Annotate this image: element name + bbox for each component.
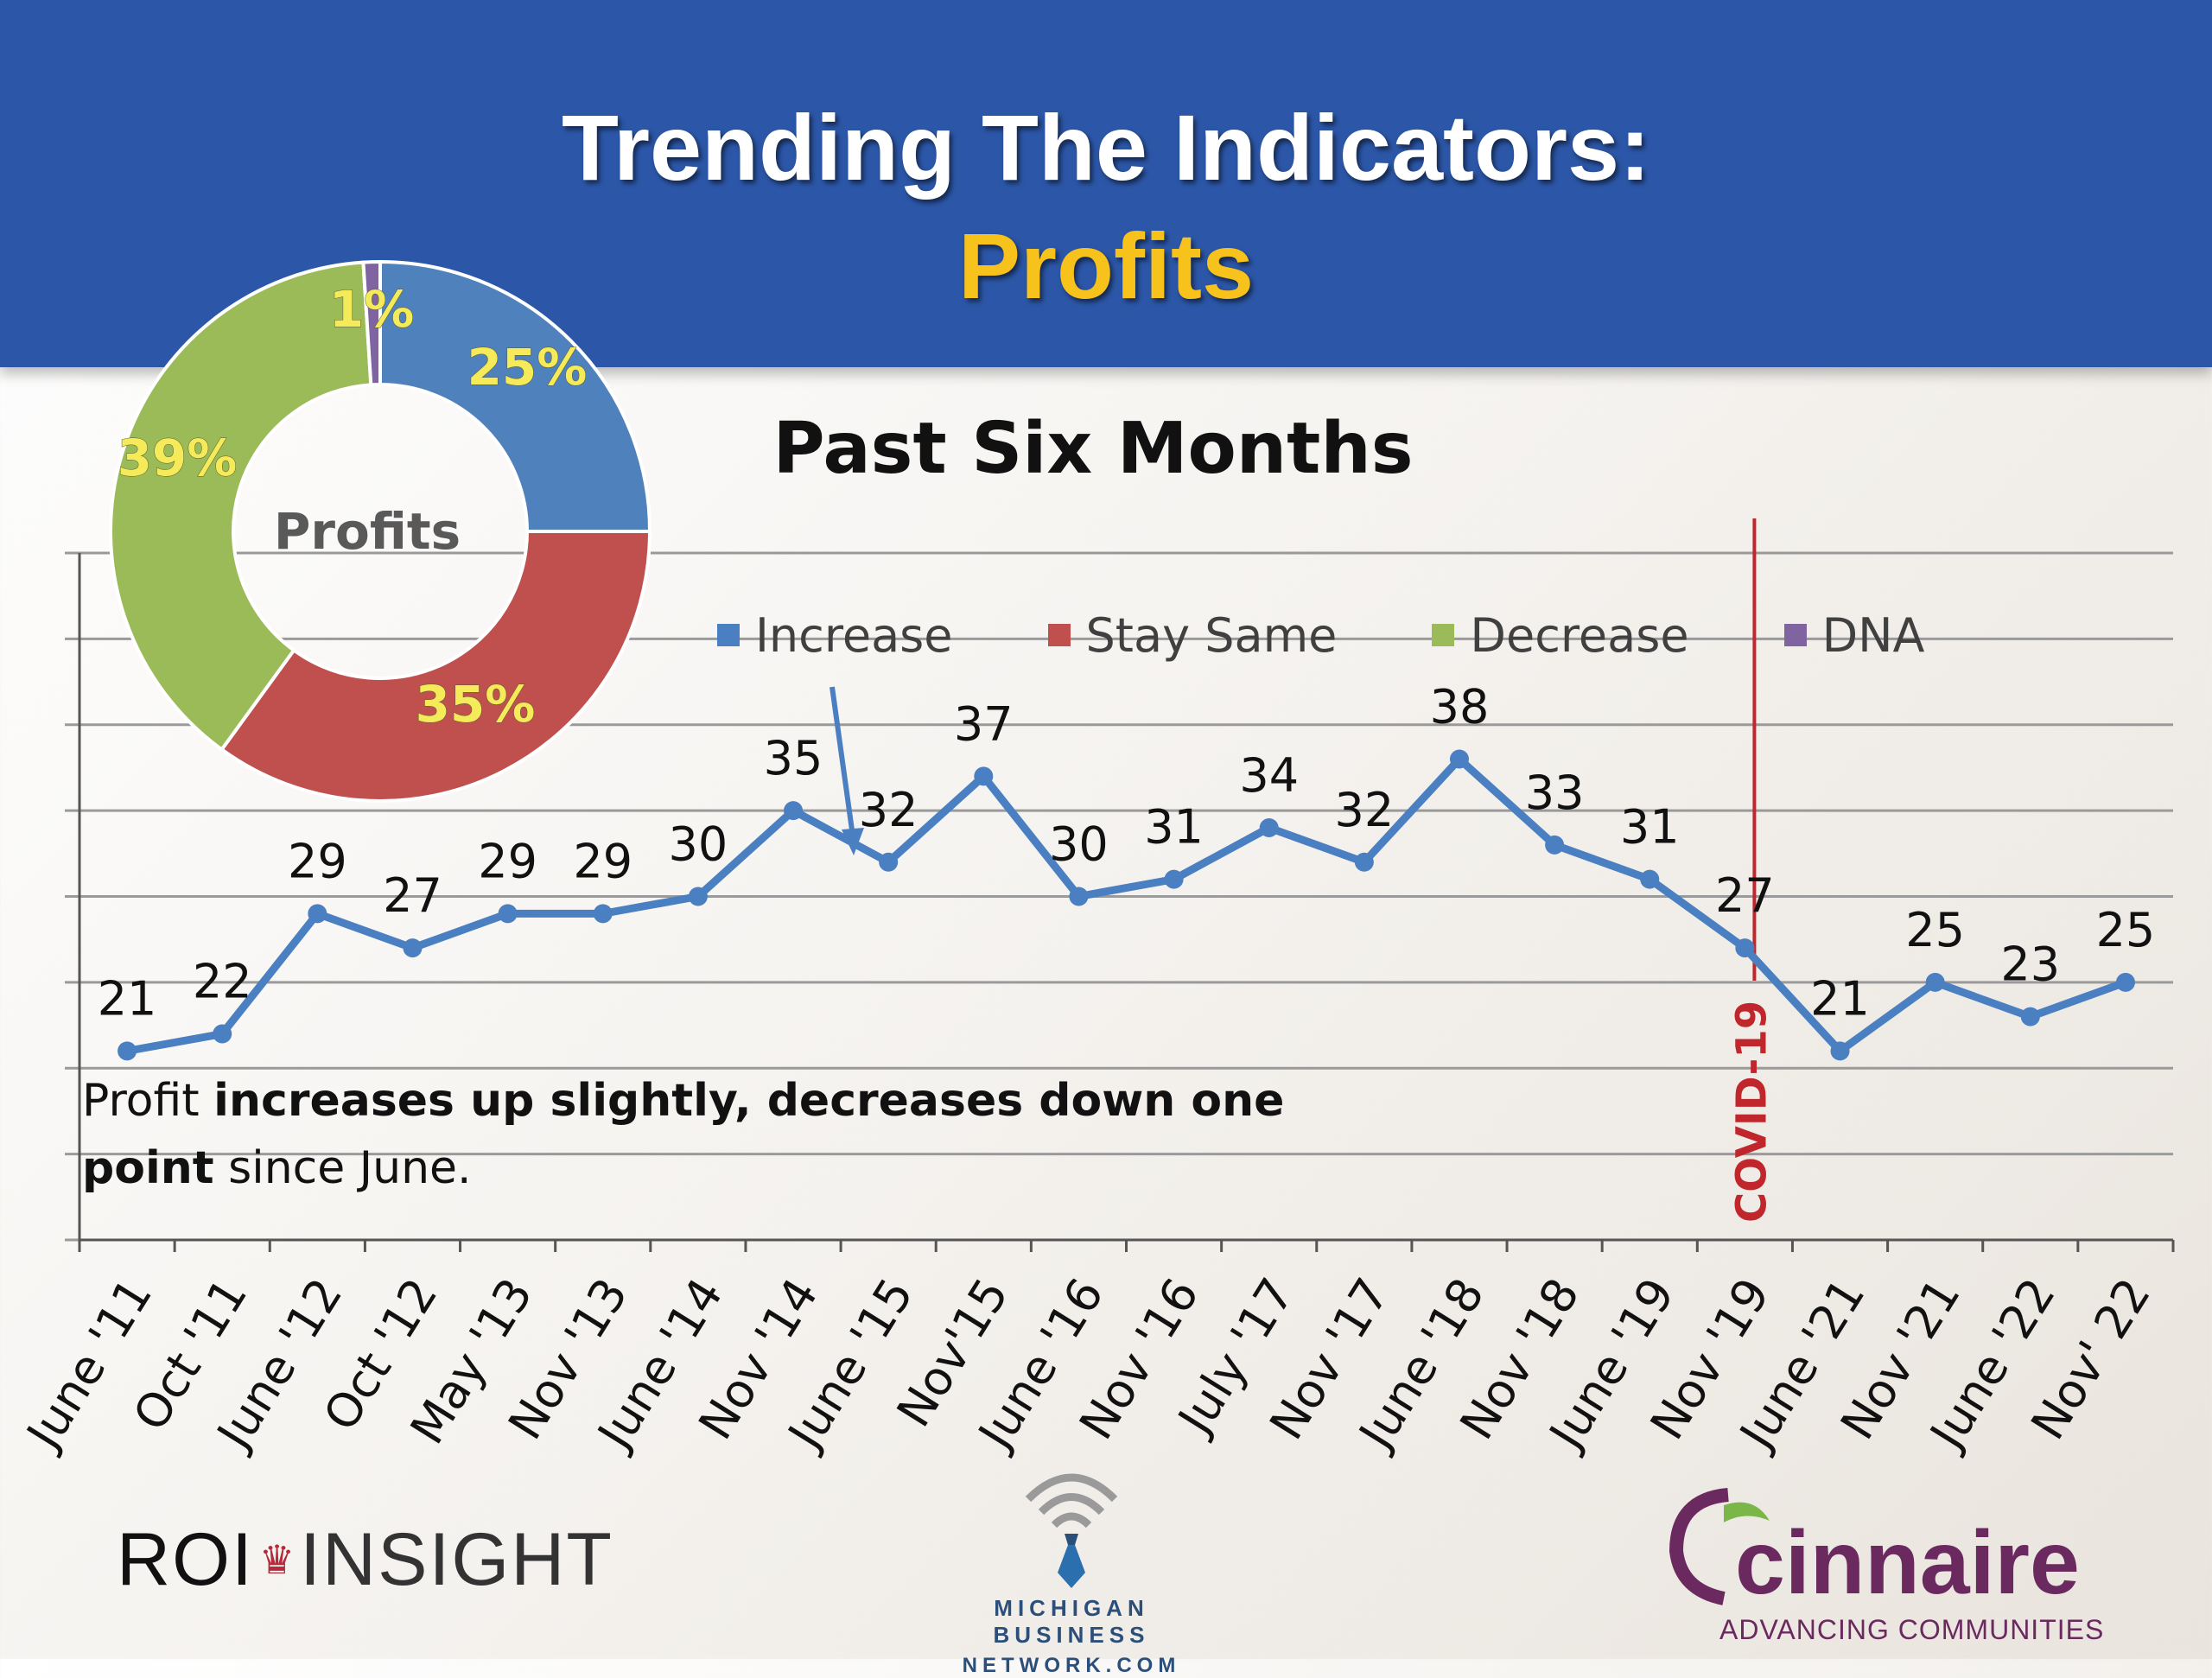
chart-axes: [78, 553, 2175, 1252]
data-point: [2115, 972, 2135, 992]
legend-swatch-increase: [717, 624, 740, 646]
page-title: Trending The Indicators:: [561, 95, 1651, 200]
data-point: [1925, 972, 1945, 992]
caption-part-2: increases up slightly, decreases down on…: [82, 1075, 1285, 1194]
data-label: 21: [1810, 971, 1870, 1026]
donut-slice-label: 35%: [416, 675, 536, 734]
cinnaire-wordmark: cinnaire: [1735, 1513, 2080, 1613]
pointer-arrow: [830, 686, 864, 855]
arrow-head: [842, 828, 864, 855]
data-point: [498, 904, 518, 924]
data-label: 27: [383, 868, 442, 923]
data-point: [593, 904, 613, 924]
data-label: 23: [2000, 938, 2060, 992]
legend-swatch-decrease: [1432, 624, 1455, 646]
page-subtitle: Profits: [957, 213, 1255, 318]
data-label: 33: [1525, 766, 1585, 820]
data-label: 29: [288, 834, 347, 888]
donut-slice-label: 1%: [329, 280, 414, 339]
donut-slice: [378, 259, 652, 533]
series-increase: 21 22 29 27 29 29 30 35 32 37 30 31 34 32 38 33 31 27 21 25…: [98, 680, 2156, 1061]
crown-icon: ♛: [258, 1537, 296, 1582]
legend-item-stay-same: Stay Same: [1047, 607, 1338, 663]
data-point: [2020, 1007, 2040, 1027]
data-label: 31: [1620, 800, 1680, 855]
michigan-business-network-logo: MICHIGAN BUSINESS NETWORK.COM: [916, 1452, 1227, 1678]
data-label: 32: [1334, 783, 1394, 837]
data-point: [784, 801, 804, 821]
data-label: 30: [1049, 817, 1109, 872]
donut-slice-label: 25%: [467, 338, 588, 397]
roi-insight-logo: ROI ♛ INSIGHT: [117, 1516, 613, 1603]
data-label: 29: [573, 834, 632, 888]
cinnaire-tagline: ADVANCING COMMUNITIES: [1719, 1614, 2105, 1645]
data-label: 22: [193, 955, 252, 1009]
donut-slice: [109, 260, 373, 753]
legend-item-decrease: Decrease: [1432, 607, 1689, 663]
legend-swatch-dna: [1783, 624, 1807, 646]
data-point: [118, 1041, 137, 1061]
covid-label: COVID-19: [1727, 1001, 1776, 1223]
data-label: 30: [669, 817, 728, 872]
roi-logo-text: ROI: [117, 1517, 254, 1601]
chart-legend: Increase Stay Same Decrease DNA: [717, 605, 2020, 665]
legend-label-stay-same: Stay Same: [1085, 607, 1338, 663]
insight-logo-text: INSIGHT: [300, 1517, 613, 1601]
chart-title: Past Six Months: [772, 408, 1414, 490]
data-point: [1069, 887, 1089, 906]
legend-item-dna: DNA: [1783, 607, 1925, 663]
legend-item-increase: Increase: [717, 608, 953, 663]
data-point: [213, 1024, 232, 1044]
data-point: [1640, 869, 1660, 889]
mbn-line-1: MICHIGAN BUSINESS: [993, 1595, 1150, 1648]
data-label: 38: [1430, 680, 1490, 734]
data-label: 32: [859, 783, 918, 837]
data-point: [308, 904, 327, 924]
wifi-tie-icon: [1025, 1473, 1118, 1588]
data-label: 37: [954, 696, 1014, 751]
data-point: [1545, 835, 1565, 855]
data-label: 35: [764, 731, 823, 785]
caption-part-1: Profit: [82, 1075, 214, 1127]
caption-part-3: since June.: [213, 1142, 472, 1194]
arrow-shaft: [830, 686, 856, 843]
donut-center-title: Profits: [274, 502, 461, 561]
donut-slice-label: 39%: [118, 429, 238, 487]
legend-label-dna: DNA: [1821, 607, 1925, 663]
data-point: [1735, 938, 1755, 958]
data-label: 25: [1905, 903, 1965, 957]
data-label: 29: [478, 834, 537, 888]
data-point: [1830, 1041, 1850, 1061]
donut-slice: [361, 259, 382, 387]
data-point: [1354, 852, 1374, 872]
x-tick-label: June '11: [15, 1269, 162, 1460]
data-point: [403, 938, 423, 958]
data-point: [974, 766, 994, 786]
legend-label-increase: Increase: [755, 607, 953, 663]
data-point: [688, 887, 708, 906]
data-label: 27: [1715, 868, 1775, 923]
chart-caption: Profit increases up slightly, decreases …: [82, 1067, 1292, 1202]
donut-chart: 25% 35% 39% 1% Profits: [109, 259, 652, 803]
legend-label-decrease: Decrease: [1470, 607, 1689, 663]
data-point: [1449, 749, 1469, 769]
cinnaire-swoosh-icon: [1669, 1488, 1770, 1605]
data-label: 34: [1239, 748, 1299, 803]
legend-swatch-stay-same: [1047, 624, 1071, 646]
data-label: 25: [2096, 903, 2156, 957]
data-point: [1259, 818, 1279, 837]
data-point: [1164, 869, 1184, 889]
covid-annotation: COVID-19: [1727, 518, 1776, 1223]
data-point: [879, 852, 899, 872]
data-label: 21: [98, 971, 157, 1026]
cinnaire-logo: cinnaire ADVANCING COMMUNITIES: [1659, 1469, 2108, 1645]
mbn-line-2: NETWORK.COM: [962, 1654, 1181, 1677]
series-line-increase: [126, 755, 2127, 1055]
data-label: 31: [1144, 800, 1204, 855]
donut-slice: [219, 530, 652, 803]
